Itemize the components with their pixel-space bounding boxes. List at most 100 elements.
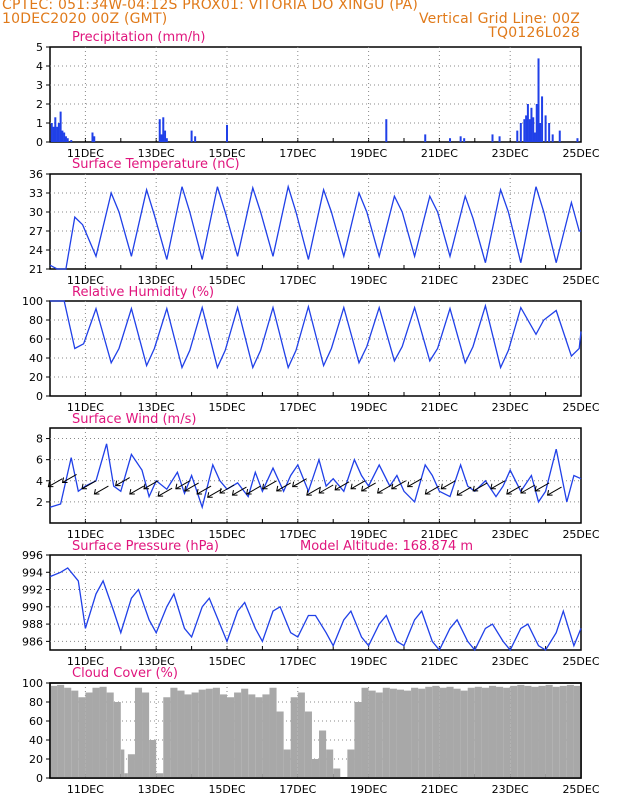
cloud-cover-bar (481, 687, 489, 778)
cloud-cover-bar (531, 686, 539, 778)
cloud-cover-bar (71, 690, 79, 778)
wind-arrow-head (231, 490, 238, 496)
x-tick-label-wind: 19DEC (350, 528, 387, 541)
cloud-cover-bar (227, 697, 235, 778)
x-tick-label-temp: 21DEC (421, 274, 458, 287)
cloud-cover-bar (488, 685, 497, 778)
precip-bar (162, 117, 165, 142)
cloud-cover-bar (248, 694, 256, 778)
cloud-cover-bar (467, 687, 475, 778)
cloud-cover-bar (113, 702, 121, 778)
precip-bar (551, 134, 554, 142)
cloud-cover-bar (297, 692, 305, 778)
panel-frame-wind (49, 427, 582, 524)
wind-arrow-head (93, 488, 100, 495)
wind-arrow (94, 485, 109, 495)
cloud-cover-bar (361, 687, 369, 778)
precip-bar (576, 138, 579, 142)
y-tick-label-temp: 36 (29, 168, 43, 181)
x-tick-label-rh: 11DEC (67, 401, 104, 414)
wind-arrow-head (219, 487, 226, 494)
wind-arrow (306, 486, 322, 496)
y-tick-label-temp: 27 (29, 225, 43, 238)
cloud-cover-bar (333, 768, 341, 778)
series-line-pressure (49, 567, 582, 652)
precip-bar (526, 104, 529, 142)
wind-arrow (81, 480, 97, 490)
cloud-cover-bar (573, 685, 581, 778)
x-tick-label-pressure: 23DEC (492, 655, 529, 668)
x-tick-label-pressure: 17DEC (279, 655, 316, 668)
cloud-cover-bar (219, 694, 227, 778)
header-model-code: TQ0126L028 (488, 25, 580, 41)
precip-bar (59, 111, 62, 142)
x-tick-label-wind: 17DEC (279, 528, 316, 541)
header-station: CPTEC: 051:34W-04:12S PROX01: VITORIA DO… (2, 0, 419, 13)
wind-arrow (196, 485, 212, 495)
panel-frame-rh (49, 300, 582, 397)
cloud-cover-bar (106, 692, 114, 778)
x-tick-label-wind: 21DEC (421, 528, 458, 541)
wind-arrow (292, 478, 307, 488)
cloud-cover-bar (304, 711, 312, 778)
cloud-cover-bar (552, 686, 560, 778)
wind-arrow (48, 478, 63, 488)
x-tick-label-temp: 17DEC (279, 274, 316, 287)
y-tick-label-precip: 2 (36, 98, 43, 111)
cloud-cover-bar (262, 694, 270, 778)
x-tick-label-wind: 25DEC (562, 528, 599, 541)
y-tick-label-wind: 4 (36, 475, 43, 488)
panel-title-pressure: Surface Pressure (hPa) (72, 539, 219, 554)
wind-arrow-head (47, 481, 54, 488)
precip-bar (56, 126, 59, 142)
wind-arrow-head (81, 483, 88, 490)
cloud-cover-bar (354, 702, 362, 778)
y-tick-label-pressure: 996 (22, 549, 43, 562)
wind-arrow-head (207, 492, 213, 498)
cloud-cover-bar (396, 689, 404, 778)
cloud-cover-bar (425, 686, 433, 778)
wind-arrow (377, 484, 392, 494)
panel-title-rh: Relative Humidity (%) (72, 285, 214, 300)
cloud-cover-bar (99, 686, 107, 778)
precip-bar (548, 123, 551, 142)
x-tick-label-precip: 21DEC (421, 147, 458, 160)
precip-bar (57, 123, 60, 142)
cloud-cover-bar (503, 687, 511, 778)
precip-bar (459, 136, 462, 142)
wind-arrow-head (506, 488, 512, 495)
panel-frame-temp (49, 173, 582, 270)
x-tick-label-cloud: 25DEC (562, 783, 599, 796)
panel-title-cloud: Cloud Cover (%) (72, 666, 178, 681)
x-tick-label-wind: 13DEC (138, 528, 175, 541)
cloud-cover-bar (517, 684, 525, 778)
cloud-cover-bar (127, 754, 135, 778)
wind-arrow-head (440, 483, 447, 490)
x-tick-label-wind: 11DEC (67, 528, 104, 541)
wind-arrow (219, 484, 235, 494)
y-tick-label-rh: 80 (29, 314, 43, 327)
cloud-cover-bar (559, 685, 567, 778)
precip-bar (533, 132, 536, 142)
wind-arrow (425, 485, 440, 495)
wind-arrow (490, 480, 506, 490)
panel-frame-overlay-cloud (49, 682, 582, 779)
y-tick-label-wind: 2 (36, 496, 43, 509)
wind-arrow-head (184, 485, 190, 492)
wind-arrow (184, 482, 199, 492)
cloud-cover-bar (375, 692, 383, 778)
precip-bar (93, 136, 96, 142)
y-tick-label-temp: 24 (29, 244, 43, 257)
y-tick-label-rh: 60 (29, 333, 43, 346)
wind-arrow (350, 480, 366, 490)
y-tick-label-precip: 3 (36, 79, 43, 92)
x-tick-label-rh: 15DEC (208, 401, 245, 414)
y-tick-label-cloud: 60 (29, 715, 43, 728)
x-tick-label-pressure: 21DEC (421, 655, 458, 668)
x-tick-label-cloud: 21DEC (421, 783, 458, 796)
cloud-cover-bar (368, 690, 376, 778)
precip-bar (544, 115, 547, 142)
wind-arrow (472, 482, 488, 492)
y-tick-label-temp: 30 (29, 206, 43, 219)
